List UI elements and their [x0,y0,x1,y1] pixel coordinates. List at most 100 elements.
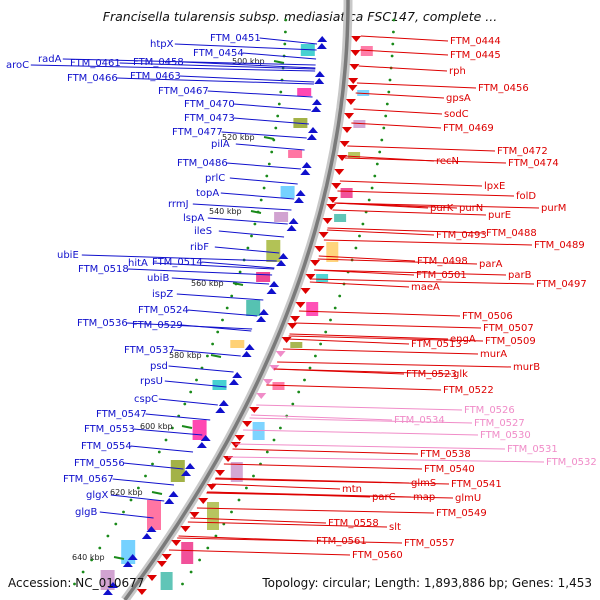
gene-label: hitA [128,258,148,269]
gene-label: FTM_0474 [508,158,559,169]
right-connector [277,361,512,368]
right-strand-arrow [349,64,360,70]
gene-label: glmU [455,493,481,504]
feature-block [230,462,243,482]
right-connector [337,190,515,197]
tick-dot [189,570,193,574]
right-connector [344,157,507,164]
feature-block [252,422,265,440]
left-connector [174,43,317,51]
tick-dot [90,558,93,562]
tick-label: 620 kbp [110,488,143,497]
tick-dot [387,90,391,94]
gene-label: FTM_0529 [132,320,183,331]
tick-dot [252,474,255,478]
gene-labels: FTM_0451 htpX FTM_0454 radA FTM_0461 FTM_0458… [6,33,597,561]
gene-label: gpsA [446,93,471,104]
right-strand-arrow [305,274,316,280]
right-strand-arrow [287,323,298,329]
feature-block [207,502,219,530]
right-strand-arrow [249,407,260,413]
gene-label: ubiE [57,250,79,261]
left-strand-arrow [317,36,328,42]
feature-block [147,500,161,530]
tick-dot [380,138,384,142]
left-strand-arrow [181,470,192,476]
tick-dot [284,18,288,22]
right-connector [294,322,482,329]
feature-block [306,302,319,316]
gene-label: FTM_0445 [450,50,501,61]
feature-block [334,214,347,222]
right-connector [323,239,533,246]
tick-dot [211,342,215,346]
left-connector [201,261,275,269]
right-strand-arrow [322,218,333,224]
right-connector [332,209,487,216]
tick-dot [277,102,281,106]
right-strand-arrow [295,302,306,308]
gene-label: glmS [411,478,436,489]
left-connector [192,203,292,211]
label-connectors [30,35,545,556]
left-connector [207,90,313,98]
right-connector [235,443,506,450]
gene-label: FTM_0469 [443,123,494,134]
tick-dot [171,426,174,430]
left-connector [123,462,184,470]
left-strand-arrow [314,78,325,84]
tick-dot [373,174,377,178]
gene-label: FTM_0509 [485,336,536,347]
gene-label: lpxE [484,181,505,192]
tick-dot [157,450,161,454]
right-connector [266,384,442,391]
left-strand-arrow [311,99,322,105]
gene-label: FTM_0458 [133,57,184,68]
feature-block [288,150,303,158]
right-connector [288,335,484,342]
tick-dot [392,18,396,22]
feature-block [246,300,261,316]
left-connector [127,268,273,276]
tick-dot [81,570,85,574]
gene-label: map [413,492,435,503]
right-strand-arrow [262,379,273,385]
right-connector [223,463,423,470]
left-connector [233,103,311,111]
gene-label: FTM_0486 [177,158,228,169]
gene-label: purN [459,203,483,214]
gene-label: FTM_0561 [316,536,367,547]
tick-dot [384,114,388,118]
left-connector [158,398,218,406]
tick-dot [114,522,118,526]
gene-label: FTM_0467 [158,86,209,97]
right-connector [310,278,535,285]
gene-label: rph [449,66,466,77]
gene-label: FTM_0473 [184,113,235,124]
gene-label: purE [488,210,511,221]
tick-dot [265,174,269,178]
left-strand-arrow [168,491,179,497]
left-strand-arrow [102,589,113,595]
feature-block [353,120,366,128]
tick-dot [214,534,218,538]
left-connector [112,478,175,486]
right-connector [351,122,442,129]
tick-dot [267,162,271,166]
gene-label: murA [480,349,507,360]
gene-label: FTM_0444 [450,36,501,47]
tick-dot [237,498,241,502]
right-strand-arrow [171,540,182,546]
gene-label: sodC [444,109,469,120]
right-strand-arrow [242,421,253,427]
gene-label: FTM_0497 [536,279,587,290]
gene-label: FTM_0560 [352,550,403,561]
gene-label: mtn [342,484,362,495]
tick-dot [375,162,379,166]
left-strand-arrow [293,197,304,203]
left-strand-arrow [196,442,207,448]
feature-block [290,342,303,348]
left-connector [181,324,252,332]
left-strand-arrow [295,190,306,196]
tick-dot [259,198,263,202]
